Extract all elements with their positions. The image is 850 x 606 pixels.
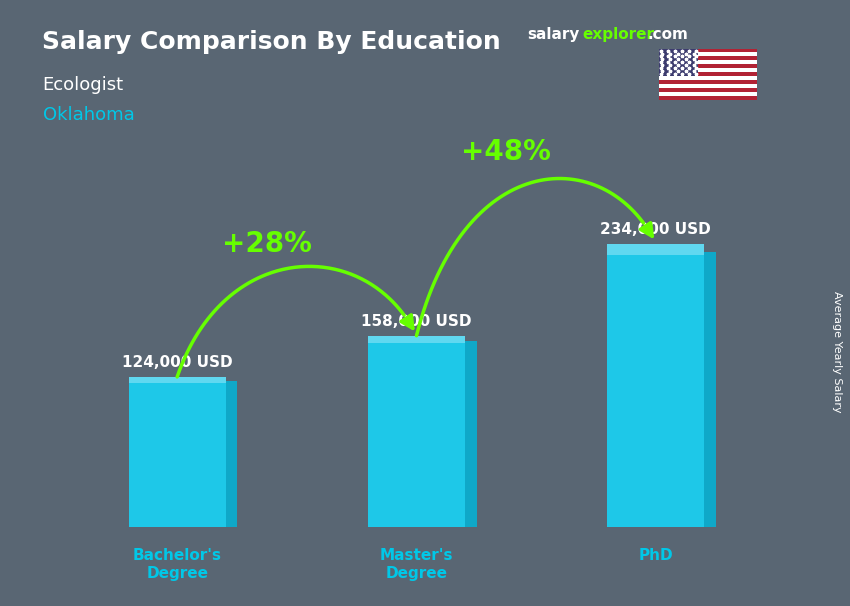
Bar [368,336,465,344]
Bar [659,53,756,56]
Bar [465,341,477,527]
Bar [128,377,226,527]
Bar [226,381,237,527]
Text: Oklahoma: Oklahoma [42,106,134,124]
Bar [659,72,756,76]
Text: Ecologist: Ecologist [42,76,123,94]
Bar [368,336,465,527]
Text: Salary Comparison By Education: Salary Comparison By Education [42,30,501,55]
Bar [705,252,717,527]
Bar [607,244,705,527]
Text: Master's
Degree: Master's Degree [380,548,453,581]
Bar [659,92,756,96]
Text: Average Yearly Salary: Average Yearly Salary [832,291,842,412]
Bar [659,56,756,61]
Bar [659,64,756,68]
Text: 234,000 USD: 234,000 USD [600,222,711,236]
Bar [659,88,756,92]
Text: +48%: +48% [462,138,551,166]
Bar [659,84,756,88]
Text: 158,000 USD: 158,000 USD [361,314,472,328]
Bar [659,96,756,100]
Bar [659,48,756,53]
Bar [607,244,705,255]
Text: explorer: explorer [582,27,654,42]
Text: salary: salary [527,27,580,42]
Bar [128,377,226,383]
Bar [659,48,698,76]
Text: .com: .com [648,27,689,42]
Bar [659,76,756,80]
Text: +28%: +28% [222,230,312,258]
Text: PhD: PhD [638,548,673,564]
Text: 124,000 USD: 124,000 USD [122,355,232,370]
Bar [659,61,756,64]
Bar [659,80,756,84]
Bar [659,68,756,72]
Text: Bachelor's
Degree: Bachelor's Degree [133,548,222,581]
